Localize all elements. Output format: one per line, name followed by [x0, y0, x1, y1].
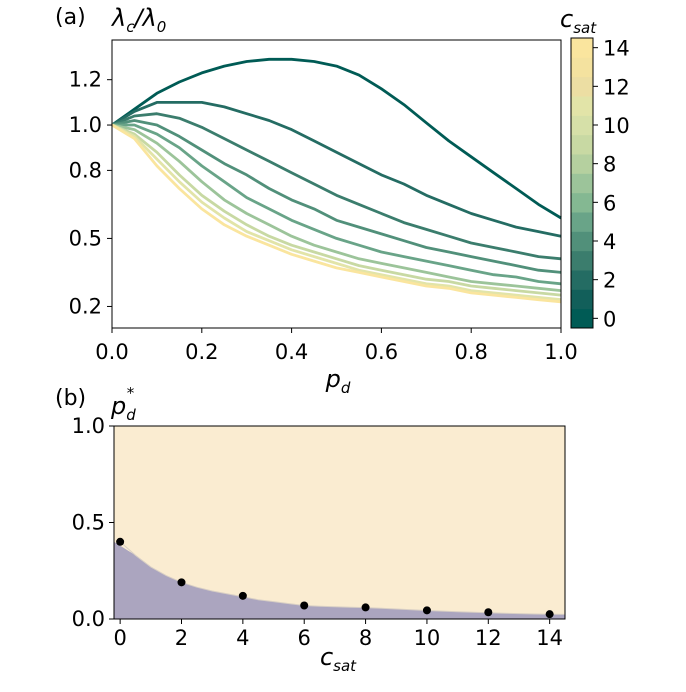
colorbar-tick-label: 12: [603, 75, 630, 99]
data-point: [300, 601, 309, 610]
colorbar-band: [571, 173, 593, 194]
colorbar-band: [571, 270, 593, 290]
panel-b-label: (b): [55, 386, 86, 411]
series-line-csat-10: [111, 123, 562, 292]
x-tick-label: 0: [113, 626, 126, 650]
x-tick-label: 0.4: [275, 340, 308, 364]
colorbar-tick-label: 10: [603, 114, 630, 138]
panel-b-lower-region: [114, 541, 565, 619]
colorbar-ticks: 0 2 4 6 8 10 12 14: [593, 37, 630, 331]
panel-a-xlabel: pd: [325, 365, 351, 397]
panel-b: (b) pd* 0 2 4 6 8 10 12 14 0.0 0.5 1.0 csat: [55, 384, 566, 675]
colorbar-band: [571, 289, 593, 310]
series-line-csat-8: [112, 123, 562, 286]
colorbar-band: [571, 76, 593, 97]
colorbar-band: [571, 250, 593, 271]
y-tick-label: 0.2: [69, 294, 102, 318]
series-line-csat-4: [111, 112, 562, 261]
series-line-csat-12: [111, 123, 562, 297]
colorbar-band: [571, 134, 593, 155]
colorbar-tick-label: 14: [603, 37, 630, 61]
colorbar-frame: [570, 37, 594, 329]
x-tick-label: 0.6: [365, 340, 398, 364]
panel-b-points: [116, 537, 554, 619]
colorbar-tick-label: 6: [603, 191, 616, 215]
panel-b-ticks: 0 2 4 6 8 10 12 14 0.0 0.5 1.0: [72, 414, 563, 650]
x-tick-label: 10: [414, 626, 441, 650]
y-tick-label: 1.0: [72, 414, 105, 438]
x-tick-label: 12: [475, 626, 502, 650]
colorbar: csat 0 2 4 6 8 10 12 14: [560, 5, 630, 331]
y-tick-label: 1.0: [69, 113, 102, 137]
data-point: [116, 537, 125, 546]
y-tick-label: 1.2: [69, 68, 102, 92]
x-tick-label: 1.0: [544, 340, 577, 364]
data-point: [484, 608, 493, 617]
colorbar-bands: [571, 38, 593, 329]
colorbar-band: [571, 231, 593, 252]
panel-b-xlabel: csat: [320, 643, 357, 675]
x-tick-label: 6: [298, 626, 311, 650]
x-tick-label: 0.8: [454, 340, 487, 364]
data-point: [361, 603, 370, 612]
panel-a-frame: [111, 39, 562, 329]
panel-a-label: (a): [55, 5, 86, 30]
colorbar-band: [571, 38, 593, 58]
data-point: [422, 606, 431, 615]
panel-a: (a) λc/λ0 0.0 0.2 0.4 0.6 0.8 1.0 0.2 0.5 0.8 1.0…: [55, 4, 578, 397]
x-tick-label: 0.0: [95, 340, 128, 364]
x-tick-label: 4: [236, 626, 249, 650]
series-line-csat-6: [111, 119, 562, 274]
colorbar-tick-label: 8: [603, 153, 616, 177]
panel-a-ylabel: λc/λ0: [110, 4, 166, 36]
x-tick-label: 14: [536, 626, 563, 650]
series-line-csat-13: [111, 123, 562, 302]
x-tick-label: 0.2: [185, 340, 218, 364]
colorbar-band: [571, 57, 593, 78]
colorbar-label: csat: [560, 5, 597, 37]
colorbar-tick-label: 0: [603, 307, 616, 331]
colorbar-band: [571, 212, 593, 232]
series-line-csat-14: [111, 123, 562, 304]
series-line-csat-2: [111, 101, 562, 238]
colorbar-tick-label: 2: [603, 269, 616, 293]
colorbar-tick-label: 4: [603, 230, 616, 254]
data-point: [545, 610, 554, 619]
colorbar-band: [571, 308, 593, 329]
colorbar-band: [571, 115, 593, 136]
y-tick-label: 0.0: [72, 607, 105, 631]
y-tick-label: 0.5: [69, 226, 102, 250]
y-tick-label: 0.8: [69, 158, 102, 182]
colorbar-band: [571, 154, 593, 174]
x-tick-label: 8: [359, 626, 372, 650]
panel-a-series: [111, 57, 562, 304]
x-tick-label: 2: [175, 626, 188, 650]
panel-b-ylabel: pd*: [110, 384, 136, 424]
panel-a-ticks: 0.0 0.2 0.4 0.6 0.8 1.0 0.2 0.5 0.8 1.0 1.2: [69, 68, 578, 364]
y-tick-label: 0.5: [72, 511, 105, 535]
colorbar-band: [571, 192, 593, 213]
series-line-csat-0: [111, 57, 562, 220]
data-point: [177, 578, 186, 587]
colorbar-band: [571, 96, 593, 116]
data-point: [238, 591, 247, 600]
